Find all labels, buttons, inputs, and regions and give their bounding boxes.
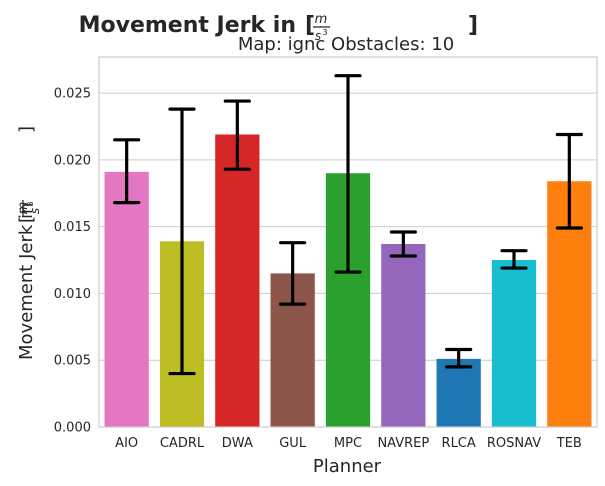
bar-aio (104, 171, 149, 427)
title-unit-exponent: 3 (322, 28, 327, 37)
chart-subtitle: Map: ignc Obstacles: 10 (238, 34, 454, 55)
y-tick-label: 0.020 (54, 153, 91, 168)
x-tick-label-gul: GUL (279, 436, 307, 451)
chart-title: Movement Jerk in (79, 13, 296, 38)
error-bar-teb (555, 132, 583, 230)
error-bar-gul (279, 241, 307, 306)
y-axis-unit-bracket-open: [ (16, 216, 37, 223)
x-tick-label-rosnav: ROSNAV (487, 436, 541, 451)
x-tick-label-dwa: DWA (222, 436, 253, 451)
error-bar-cadrl (168, 107, 196, 376)
x-tick-label-cadrl: CADRL (160, 436, 205, 451)
bar-rosnav (491, 260, 537, 427)
y-tick-label: 0.005 (54, 354, 91, 369)
y-tick-label: 0.010 (54, 287, 91, 302)
y-tick-label: 0.015 (54, 220, 91, 235)
y-tick-label: 0.000 (54, 421, 91, 436)
y-tick-labels: 0.000 0.005 0.010 0.015 0.020 0.025 (54, 87, 91, 436)
bar-dwa (215, 134, 260, 427)
y-axis-unit-exponent: 3 (26, 201, 35, 206)
chart-title-bracket-close: ] (468, 13, 478, 38)
error-bar-rlca (445, 347, 473, 369)
y-tick-label: 0.025 (54, 87, 91, 102)
x-tick-label-aio: AIO (115, 436, 138, 451)
y-axis-label-group: Movement Jerk in [ m s 3 ] (16, 126, 42, 360)
error-bar-mpc (334, 74, 362, 274)
bar-navrep (381, 244, 426, 427)
bar-rlca (436, 358, 481, 427)
x-axis-label: Planner (313, 456, 382, 477)
error-bar-aio (113, 138, 141, 205)
title-unit-numerator: m (315, 12, 328, 27)
y-axis-unit-denominator: s (28, 208, 42, 214)
error-bar-dwa (223, 99, 251, 171)
y-axis-unit-bracket-close: ] (16, 126, 37, 133)
x-tick-label-mpc: MPC (334, 436, 362, 451)
error-bar-navrep (389, 230, 417, 258)
x-tick-labels: AIO CADRL DWA GUL MPC NAVREP RLCA ROSNAV TEB (115, 436, 582, 451)
x-tick-label-teb: TEB (556, 436, 582, 451)
x-tick-label-navrep: NAVREP (377, 436, 429, 451)
chart-title-bracket-open: [ (305, 13, 315, 38)
title-unit-denominator: s (315, 29, 321, 43)
y-axis-label: Movement Jerk in (16, 203, 37, 360)
plot-border (98, 56, 598, 428)
x-tick-label-rlca: RLCA (442, 436, 476, 451)
plot-frame (98, 56, 598, 428)
chart-titles: Movement Jerk in [ m s 3 ] Map: ignc Obs… (79, 12, 478, 55)
error-bars (113, 74, 583, 376)
bars (104, 134, 592, 427)
error-bar-rosnav (500, 249, 528, 270)
